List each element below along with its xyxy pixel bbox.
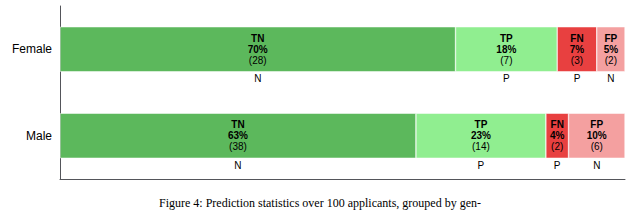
svg-text:TN: TN: [231, 119, 244, 130]
svg-text:Female: Female: [12, 42, 52, 56]
svg-text:(14): (14): [472, 141, 490, 152]
svg-text:FN: FN: [570, 33, 583, 44]
svg-text:N: N: [234, 160, 241, 171]
svg-text:63%: 63%: [228, 130, 248, 141]
svg-text:TN: TN: [251, 33, 264, 44]
svg-text:(3): (3): [571, 55, 583, 66]
svg-text:5%: 5%: [604, 44, 619, 55]
svg-text:TP: TP: [500, 33, 513, 44]
svg-text:P: P: [554, 160, 561, 171]
svg-text:P: P: [503, 73, 510, 84]
svg-text:(6): (6): [591, 141, 603, 152]
svg-text:23%: 23%: [471, 130, 491, 141]
svg-text:N: N: [593, 160, 600, 171]
svg-text:7%: 7%: [570, 44, 585, 55]
svg-text:(38): (38): [229, 141, 247, 152]
svg-text:TP: TP: [475, 119, 488, 130]
svg-text:FN: FN: [551, 119, 564, 130]
svg-text:4%: 4%: [550, 130, 565, 141]
svg-text:N: N: [254, 73, 261, 84]
svg-text:18%: 18%: [496, 44, 516, 55]
svg-text:N: N: [607, 73, 614, 84]
svg-text:Figure 4: Prediction statistic: Figure 4: Prediction statistics over 100…: [159, 196, 481, 210]
svg-text:(2): (2): [551, 141, 563, 152]
svg-text:P: P: [478, 160, 485, 171]
svg-text:Male: Male: [26, 129, 52, 143]
svg-text:(28): (28): [249, 55, 267, 66]
svg-text:FP: FP: [590, 119, 603, 130]
svg-text:10%: 10%: [587, 130, 607, 141]
svg-text:FP: FP: [604, 33, 617, 44]
svg-text:(7): (7): [500, 55, 512, 66]
svg-text:70%: 70%: [248, 44, 268, 55]
svg-text:(2): (2): [605, 55, 617, 66]
svg-text:P: P: [574, 73, 581, 84]
